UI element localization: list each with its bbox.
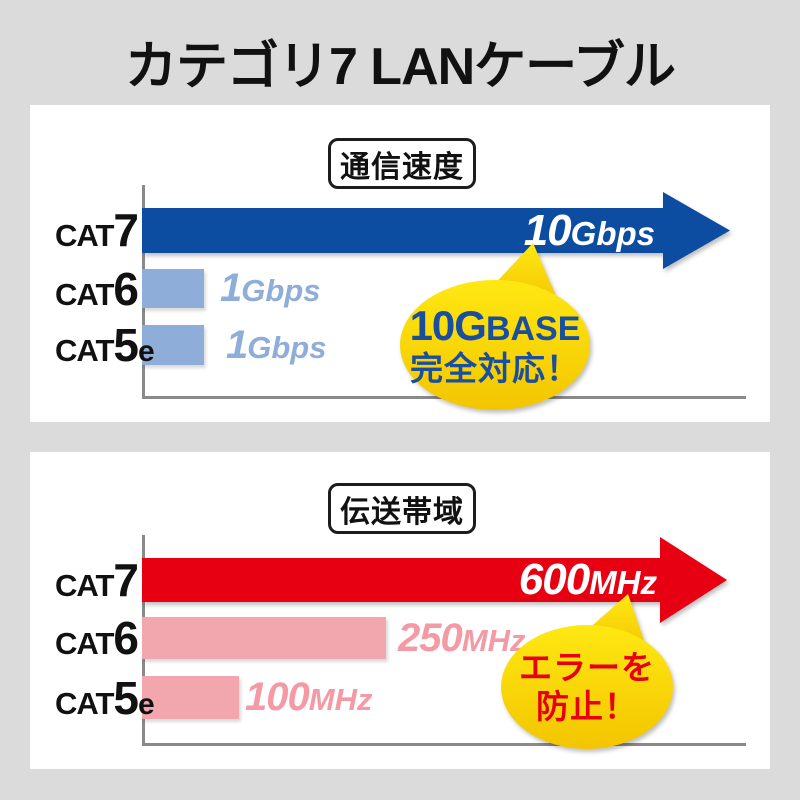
- band-callout-text: エラーを 防止！: [519, 649, 655, 725]
- cat7-band-value: 600MHz: [518, 555, 657, 604]
- band-x-axis: [142, 743, 746, 746]
- cat7-speed-value: 10Gbps: [523, 205, 655, 255]
- cat6-band-bar: [142, 617, 386, 659]
- speed-x-axis: [142, 396, 746, 399]
- cat5e-speed-bar: [142, 325, 204, 365]
- cat7-label: CAT7: [55, 204, 139, 256]
- page-title: カテゴリ7 LANケーブル: [124, 38, 676, 96]
- cat5e-speed-value: 1Gbps: [226, 322, 327, 367]
- cat5e-band-value: 100MHz: [245, 675, 373, 719]
- cat6-label: CAT6: [55, 262, 139, 315]
- speed-callout-text: 10GBASE 完全対応！: [409, 301, 581, 388]
- cat6-speed-value: 1Gbps: [220, 266, 321, 310]
- band-chart-title: 伝送帯域: [328, 483, 476, 534]
- speed-chart-title: 通信速度: [328, 138, 476, 189]
- cat5e-label: CAT5e: [55, 319, 155, 371]
- speed-chart-panel: CAT7 CAT6 CAT5e 10Gbps 1Gbps 1Gbps 10GBA…: [30, 105, 770, 422]
- cat6-speed-bar: [142, 269, 204, 308]
- cat7-label: CAT7: [55, 554, 139, 606]
- cat5e-label: CAT5e: [55, 671, 155, 724]
- cat6-band-value: 250MHz: [398, 615, 526, 660]
- cat6-label: CAT6: [55, 612, 139, 664]
- cat5e-band-bar: [142, 676, 239, 719]
- band-chart-panel: CAT7 CAT6 CAT5e 600MHz 250MHz 100MHz エラー…: [30, 452, 770, 769]
